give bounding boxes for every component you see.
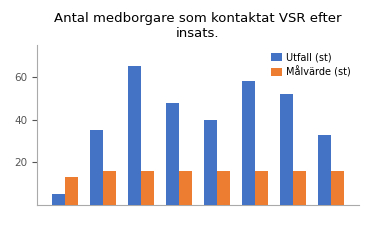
Bar: [204, 120, 217, 205]
Bar: [255, 171, 268, 205]
Bar: [65, 177, 78, 205]
Bar: [141, 171, 154, 205]
Bar: [103, 171, 116, 205]
Bar: [217, 171, 230, 205]
Bar: [52, 194, 65, 205]
Bar: [280, 94, 293, 205]
Bar: [318, 134, 331, 205]
Bar: [166, 102, 179, 205]
Bar: [242, 81, 255, 205]
Legend: Utfall (st), Målvärde (st): Utfall (st), Målvärde (st): [268, 50, 354, 80]
Title: Antal medborgare som kontaktat VSR efter
insats.: Antal medborgare som kontaktat VSR efter…: [54, 12, 342, 40]
Bar: [331, 171, 344, 205]
Bar: [128, 66, 141, 205]
Bar: [90, 130, 103, 205]
Bar: [293, 171, 306, 205]
Bar: [179, 171, 192, 205]
